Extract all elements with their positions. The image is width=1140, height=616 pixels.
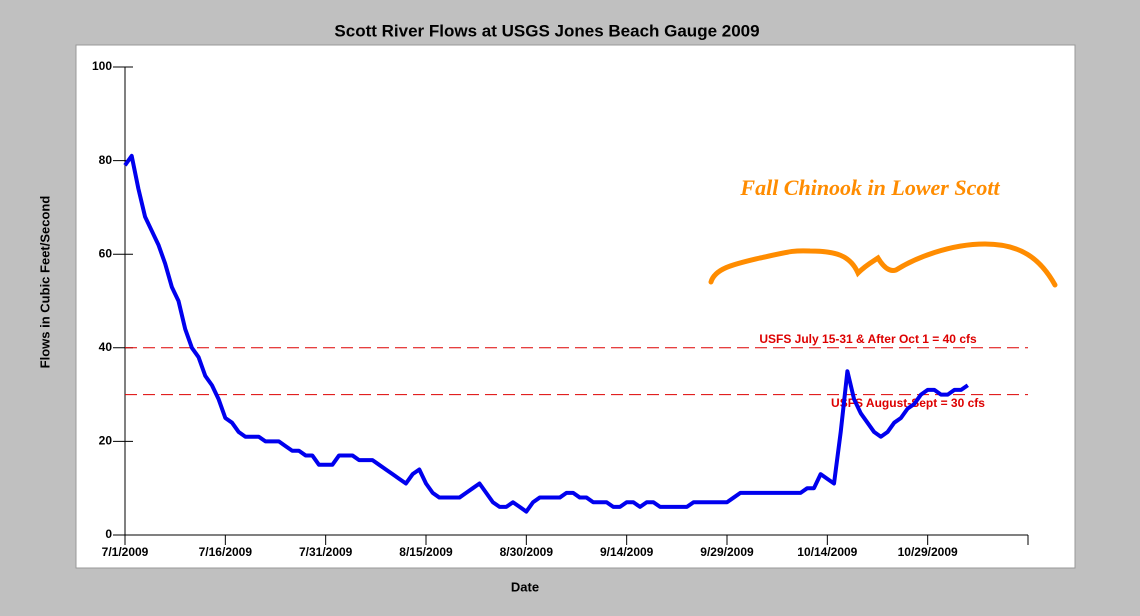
x-tick-label: 9/14/2009 [600,545,654,559]
x-tick-label: 10/29/2009 [898,545,958,559]
x-tick-label: 10/14/2009 [797,545,857,559]
y-tick-label: 60 [99,246,113,260]
annotation: Fall Chinook in Lower Scott [739,175,1000,200]
y-tick-label: 20 [99,434,113,448]
x-tick-label: 8/30/2009 [500,545,554,559]
x-axis-label: Date [511,579,539,594]
reference-label: USFS August-Sept = 30 cfs [831,396,985,410]
flow-line [123,153,969,514]
x-tick-label: 7/31/2009 [299,545,353,559]
y-axis-label: Flows in Cubic Feet/Second [37,196,52,369]
x-tick-label: 8/15/2009 [399,545,453,559]
x-tick-label: 7/1/2009 [102,545,149,559]
reference-label: USFS July 15-31 & After Oct 1 = 40 cfs [759,332,977,346]
y-tick-label: 40 [99,340,113,354]
plot-area [75,44,1076,569]
x-tick-label: 9/29/2009 [700,545,754,559]
x-tick-label: 7/16/2009 [199,545,253,559]
y-tick-label: 80 [99,153,113,167]
y-tick-label: 0 [105,527,112,541]
chart-title: Scott River Flows at USGS Jones Beach Ga… [334,21,759,40]
y-tick-label: 100 [92,59,112,73]
chinook-curve [708,241,1058,288]
